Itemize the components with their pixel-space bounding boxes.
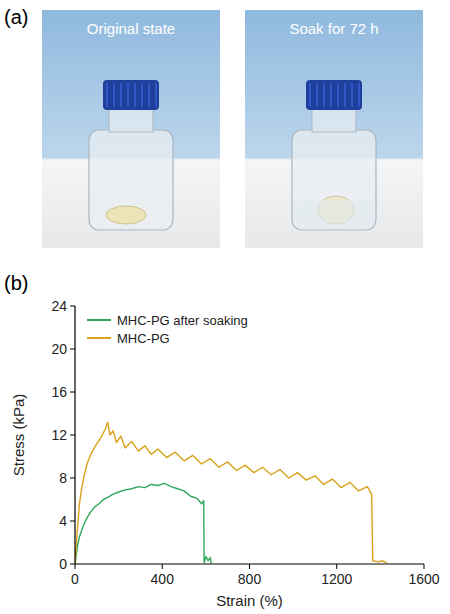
photo-caption: Soak for 72 h	[289, 20, 378, 37]
y-tick-label: 8	[59, 470, 67, 486]
y-tick-label: 4	[59, 513, 67, 529]
legend-swatch	[87, 337, 111, 339]
cap-ridge	[134, 83, 136, 107]
y-tick-label: 0	[59, 556, 67, 572]
y-tick	[70, 435, 75, 436]
y-tick	[70, 478, 75, 479]
legend-label: MHC-PG	[117, 331, 170, 346]
legend-label: MHC-PG after soaking	[117, 313, 248, 328]
data-line	[75, 422, 387, 564]
jar-cap	[103, 80, 159, 110]
figure: (a) Original state Soak for 72 h (b) 0 400 800…	[0, 0, 450, 614]
x-tick	[336, 564, 337, 569]
x-tick	[75, 564, 76, 569]
photo: Original state	[42, 10, 220, 248]
jar-cap	[306, 80, 362, 110]
cap-ridge	[113, 83, 115, 107]
photo: Soak for 72 h	[245, 10, 423, 248]
legend-swatch	[87, 319, 111, 321]
cap-ridge	[344, 83, 346, 107]
liquid	[294, 200, 374, 228]
y-tick-label: 20	[51, 341, 67, 357]
y-tick-label: 12	[51, 427, 67, 443]
cap-ridge	[351, 83, 353, 107]
cap-ridge	[155, 83, 157, 107]
x-tick-label: 400	[151, 571, 175, 587]
cap-ridge	[323, 83, 325, 107]
cap-ridge	[141, 83, 143, 107]
legend: MHC-PG after soaking MHC-PG	[87, 313, 248, 346]
jar-body	[292, 130, 376, 230]
cap-ridge	[120, 83, 122, 107]
x-tick	[424, 564, 425, 569]
photo-background	[245, 10, 423, 248]
y-tick-label: 24	[51, 298, 67, 314]
cap-ridge	[358, 83, 360, 107]
cap-ridge	[309, 83, 311, 107]
x-tick	[162, 564, 163, 569]
x-axis-title: Strain (%)	[216, 592, 283, 609]
data-line	[75, 483, 211, 564]
data-group	[75, 422, 387, 564]
x-tick	[249, 564, 250, 569]
cap-ridge	[127, 83, 129, 107]
x-tick-label: 800	[238, 571, 262, 587]
y-tick-label: 16	[51, 384, 67, 400]
y-tick	[70, 521, 75, 522]
y-tick	[70, 564, 75, 565]
y-axis-title: Stress (kPa)	[10, 394, 27, 477]
cap-ridge	[106, 83, 108, 107]
cap-ridge	[330, 83, 332, 107]
panel-label: (a)	[4, 6, 28, 28]
cap-ridge	[316, 83, 318, 107]
y-tick	[70, 392, 75, 393]
y-tick	[70, 349, 75, 350]
y-tick	[70, 306, 75, 307]
x-tick-label: 0	[71, 571, 79, 587]
jar-body	[89, 130, 173, 230]
photo-caption: Original state	[87, 20, 175, 37]
photo-background	[42, 10, 220, 248]
cap-ridge	[337, 83, 339, 107]
cap-ridge	[148, 83, 150, 107]
gel-sample	[106, 206, 146, 224]
x-tick-label: 1200	[321, 571, 352, 587]
x-tick-label: 1600	[408, 571, 439, 587]
panel-label: (b)	[4, 272, 28, 294]
